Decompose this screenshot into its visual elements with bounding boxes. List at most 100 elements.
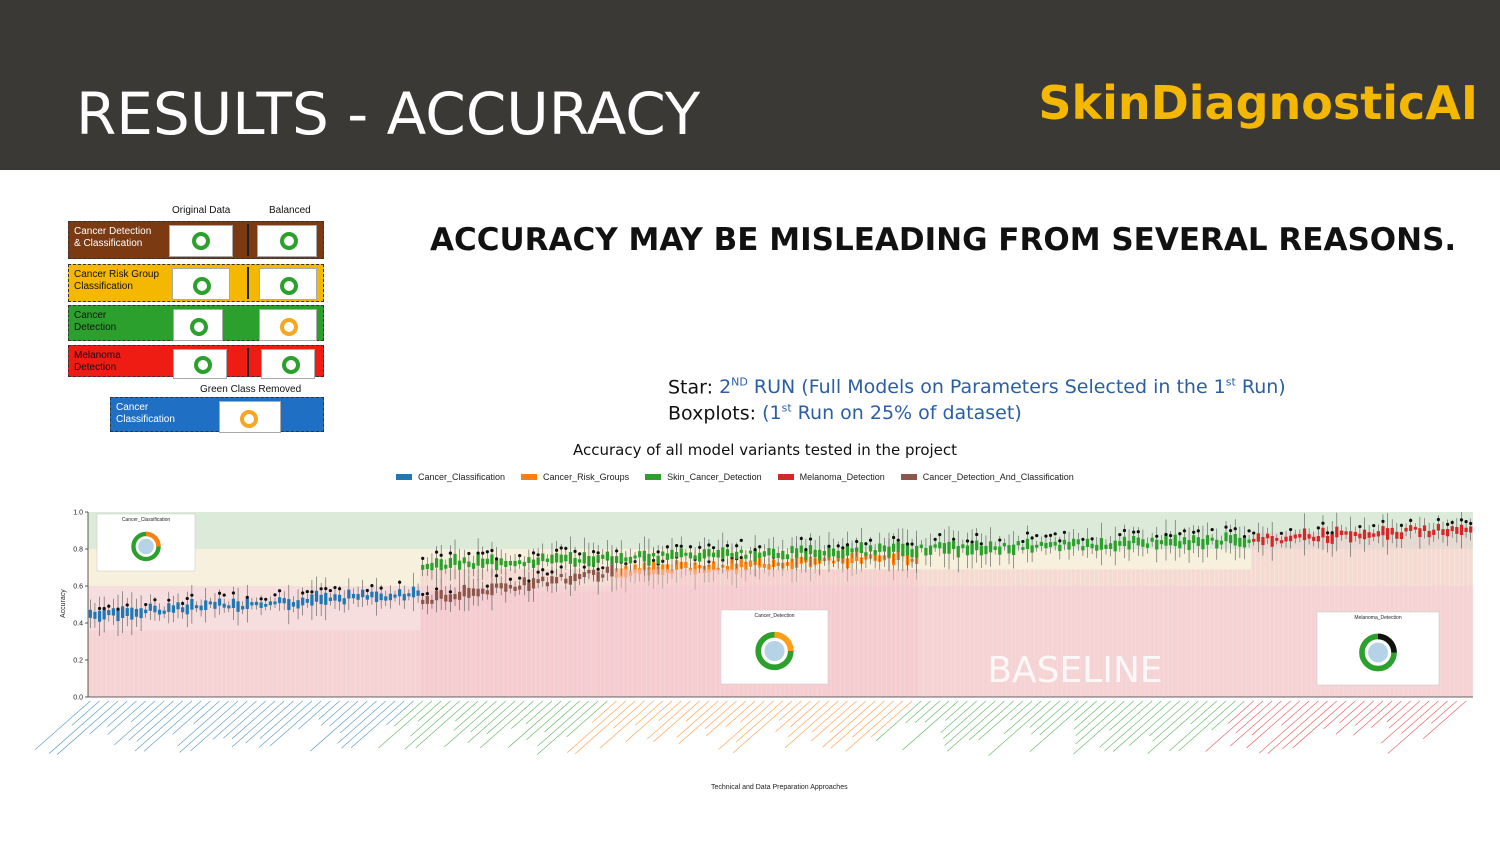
baseline-bar [1246,569,1251,697]
x-tick-label [525,700,553,725]
baseline-bar [1140,569,1145,697]
box-body [1358,533,1362,539]
baseline-bar [1015,569,1021,697]
box-body [458,560,462,570]
baseline-bar [1025,569,1030,697]
baseline-bar [1459,532,1464,697]
star-marker [144,602,148,607]
baseline-bar [517,591,522,697]
box-body [430,562,434,571]
box-body [1390,527,1394,535]
x-tick-label [526,700,571,741]
x-tick-label [1431,700,1458,724]
baseline-bar [494,591,499,697]
x-tick-label [725,700,756,728]
slide-title: RESULTS - ACCURACY [76,80,701,148]
baseline-bar [180,630,185,697]
star-marker [1229,528,1233,533]
baseline-bar [831,569,836,697]
box-body [896,541,900,553]
box-body [1339,530,1344,536]
baseline-bar [863,569,868,697]
box-body [1099,537,1103,550]
baseline-bar [1057,569,1062,697]
x-tick-label [259,700,303,739]
box-body [1376,531,1380,537]
box-body [434,558,439,568]
legend-entry: Skin_Cancer_Detection [645,472,762,482]
box-body [882,545,886,552]
star-marker [273,593,277,597]
baseline-bar [928,569,933,697]
baseline-bar [1006,569,1011,697]
baseline-bar [669,569,674,697]
star-marker [107,604,111,608]
box-body [541,553,545,562]
box-body [439,559,443,571]
baseline-bar [545,591,550,697]
box-body [439,590,443,599]
x-tick-label [544,700,580,733]
x-tick-label [924,700,950,723]
box-body [518,585,522,590]
baseline-bar [946,569,951,697]
baseline-bar [1108,569,1113,697]
baseline-bar [466,591,471,697]
box-body [121,606,125,618]
box-body [799,545,803,553]
box-body [675,552,679,558]
star-marker [425,591,429,596]
box-body [905,544,910,556]
baseline-bar [558,591,564,697]
x-tick-label [410,700,451,737]
x-tick-label [875,700,922,742]
baseline-bar [1062,569,1067,697]
star-marker [518,554,522,558]
baseline-bar [1283,532,1288,697]
x-tick-label [337,700,387,744]
box-body [379,593,383,601]
box-body [781,550,785,560]
baseline-bar [258,630,263,697]
baseline-bar [1265,532,1270,697]
box-body [1178,541,1182,549]
col-balanced-header: Balanced [269,205,311,216]
star-marker [758,545,762,549]
slide-header [0,0,1500,170]
box-body [541,576,545,582]
x-tick-label [258,700,313,748]
box-body [605,551,609,561]
baseline-bar [854,569,859,697]
baseline-bar [1186,569,1191,697]
box-body [1196,537,1200,546]
baseline-bar [923,569,928,697]
baseline-bar [531,591,536,697]
category-detection-classification: Cancer Detection & Classification [68,221,324,259]
box-body [190,598,194,610]
col-original-header: Original Data [172,205,231,216]
baseline-bar [106,630,111,697]
baseline-bar [937,569,942,697]
x-tick-label [245,700,294,744]
box-body [1155,539,1159,550]
box-body [901,543,905,556]
baseline-bar [420,591,425,697]
box-body [1395,531,1399,539]
x-tick-label [830,700,885,749]
box-body [328,597,332,602]
box-body [804,550,808,561]
star-marker [591,550,596,554]
box-body [374,591,379,602]
baseline-bar [577,591,582,697]
star-marker [167,598,171,602]
box-body [564,578,568,584]
star-marker [319,587,323,591]
box-body [494,560,499,571]
category-label-line: Detection [74,362,117,373]
baseline-bar [1209,569,1215,697]
star-marker [1182,529,1187,533]
box-body [961,544,965,549]
x-tick-label [705,700,747,737]
star-marker [328,589,332,593]
box-body [1108,543,1113,549]
